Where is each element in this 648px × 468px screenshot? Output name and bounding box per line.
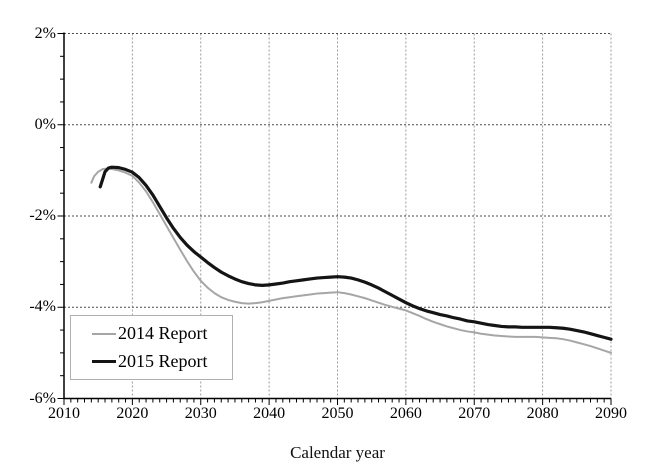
- y-tick-label: 0%: [34, 115, 56, 133]
- series-line-2014-report: [90, 167, 612, 354]
- x-tick-label: 2080: [526, 404, 559, 422]
- legend-label-2015: 2015 Report: [118, 351, 208, 371]
- legend: 2014 Report 2015 Report: [70, 315, 233, 380]
- x-tick-label: 2040: [253, 404, 286, 422]
- x-tick-label: 2010: [48, 404, 80, 422]
- x-tick-label: 2060: [389, 404, 422, 422]
- legend-line-sample-2015: [92, 360, 116, 363]
- y-tick-label: -6%: [29, 389, 56, 407]
- x-tick-label: 2030: [184, 404, 217, 422]
- y-tick-label: -2%: [29, 207, 56, 224]
- legend-item-2014-report: 2014 Report: [92, 323, 232, 344]
- x-tick-label: 2020: [116, 404, 149, 422]
- series-line-2015-report: [98, 165, 613, 341]
- x-axis-title: Calendar year: [290, 443, 385, 462]
- x-tick-label: 2090: [595, 404, 627, 422]
- legend-item-2015-report: 2015 Report: [92, 351, 232, 372]
- x-tick-label: 2050: [321, 404, 354, 422]
- legend-line-sample-2014: [92, 332, 116, 335]
- y-tick-label: 2%: [34, 24, 56, 42]
- x-tick-label: 2070: [458, 404, 491, 422]
- y-tick-label: -4%: [29, 298, 56, 316]
- legend-label-2014: 2014 Report: [118, 323, 208, 343]
